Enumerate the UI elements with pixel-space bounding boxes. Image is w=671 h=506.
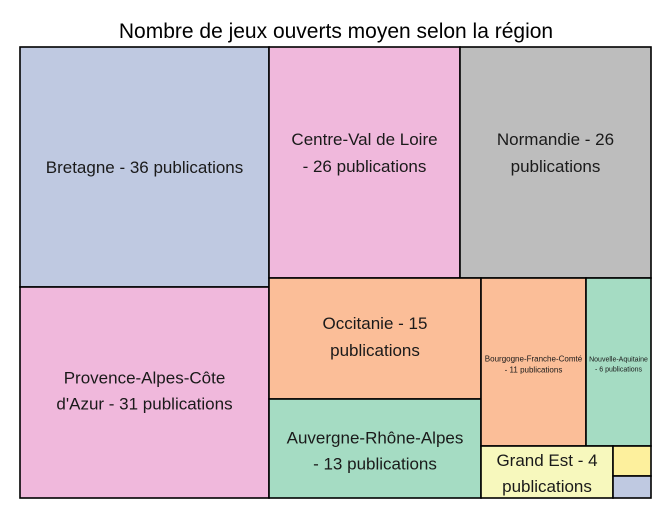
tile-small-9 <box>612 445 652 477</box>
tile-small-10 <box>612 475 652 499</box>
tile-label-provence-alpes-cote-d-azur: Provence-Alpes-Côte d'Azur - 31 publicati… <box>56 368 232 413</box>
tile-provence-alpes-cote-d-azur <box>19 286 270 499</box>
tile-grand-est <box>480 445 614 499</box>
tile-label-auvergne-rhone-alpes: Auvergne-Rhône-Alpes - 13 publications <box>287 428 464 473</box>
tile-label-centre-val-de-loire: Centre-Val de Loire - 26 publications <box>291 130 437 176</box>
tile-label-normandie: Normandie - 26 publications <box>497 130 614 176</box>
tile-normandie <box>459 46 652 279</box>
tile-auvergne-rhone-alpes <box>268 398 482 499</box>
tile-label-bretagne: Bretagne - 36 publications <box>46 158 244 177</box>
tile-label-nouvelle-aquitaine: Nouvelle-Aquitaine - 6 publications <box>589 356 648 373</box>
chart-title: Nombre de jeux ouverts moyen selon la ré… <box>119 20 553 43</box>
tile-bretagne <box>19 46 270 288</box>
tile-bourgogne-franche-comte <box>480 277 587 447</box>
tile-occitanie <box>268 277 482 400</box>
tile-label-occitanie: Occitanie - 15 publications <box>323 314 428 360</box>
treemap-tiles: Bretagne - 36 publications Provence-Alpes… <box>19 46 652 499</box>
tile-label-grand-est: Grand Est - 4 publications <box>496 451 597 496</box>
tile-label-bourgogne-franche-comte: Bourgogne-Franche-Comté - 11 publications <box>485 354 583 374</box>
